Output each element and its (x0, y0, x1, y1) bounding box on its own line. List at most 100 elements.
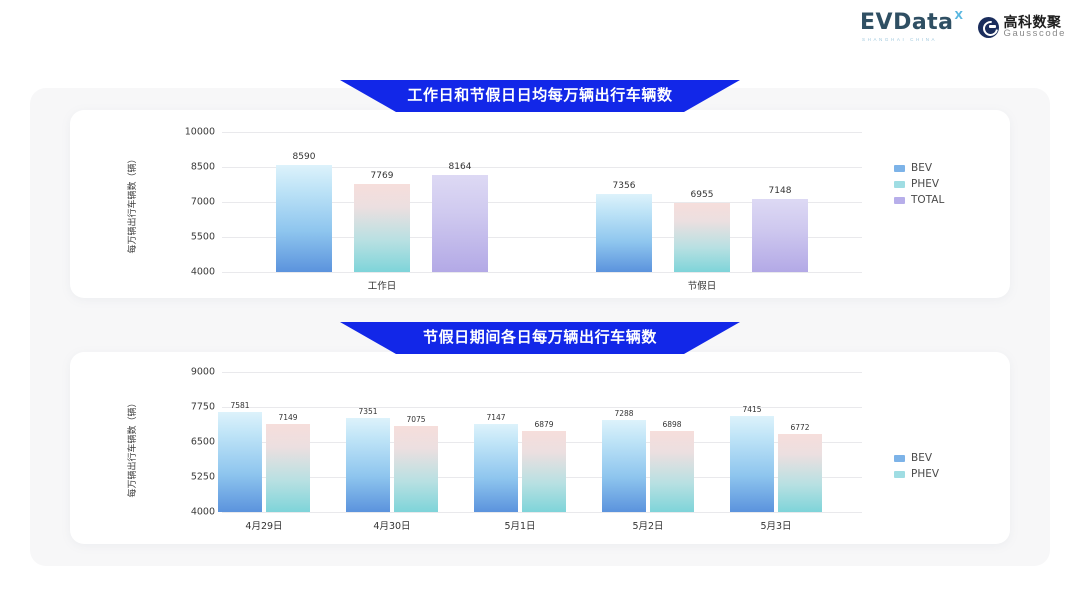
gausscode-name-cn: 高科数聚 (1003, 13, 1062, 30)
evdata-logo-data: Data (893, 10, 954, 35)
chart2-legend: BEV PHEV (894, 452, 939, 480)
bar-value-label: 7075 (406, 414, 426, 424)
bar-phev-工作日: 7769 (354, 171, 410, 272)
bar-value-label: 7288 (614, 408, 634, 418)
legend-label: BEV (911, 452, 933, 464)
evdata-logo-ev: EV (860, 10, 894, 35)
chart1-gridline (222, 272, 862, 273)
chart-card-1: 每万辆出行车辆数（辆） 4000 5500 7000 8500 10000 8590 776… (70, 110, 1010, 298)
bar-total-节假日: 7148 (752, 186, 808, 272)
bar-value-label: 6772 (790, 423, 810, 433)
bar-bev-5月2日: 7288 (602, 409, 646, 512)
legend-item-bev[interactable]: BEV (894, 162, 944, 174)
chart-card-2: 每万辆出行车辆数（辆） 4000 5250 6500 7750 9000 7581 7149… (70, 352, 1010, 544)
bar-value-label: 7149 (278, 412, 298, 422)
bar-bev-5月1日: 7147 (474, 413, 518, 512)
bar-bev-工作日: 8590 (276, 152, 332, 272)
bar-value-label: 6898 (662, 419, 682, 429)
bar-phev-4月29日: 7149 (266, 413, 310, 512)
category-label-工作日: 工作日 (367, 281, 397, 292)
category-label-4月30日: 4月30日 (373, 521, 411, 532)
chart-1-title: 工作日和节假日日均每万辆出行车辆数 (407, 86, 673, 104)
chart-2-title: 节假日期间各日每万辆出行车辆数 (422, 328, 657, 346)
chart-2-y-axis-title: 每万辆出行车辆数（辆） (128, 398, 139, 498)
legend-item-phev[interactable]: PHEV (894, 468, 939, 480)
chart1-y-tick-label: 7000 (190, 196, 215, 208)
evdata-logo-wordmark: EV Data X (860, 9, 964, 35)
chart2-y-tick-label: 6500 (190, 436, 215, 448)
chart1-legend: BEV PHEV TOTAL (894, 162, 944, 206)
bar-value-label: 6879 (534, 420, 554, 430)
bar-value-label: 8164 (448, 161, 472, 172)
legend-swatch-phev-icon (894, 180, 905, 188)
legend-label: PHEV (911, 468, 940, 480)
bar-value-label: 7769 (370, 171, 394, 182)
chart-2-title-ribbon: 节假日期间各日每万辆出行车辆数 (340, 322, 740, 354)
category-label-节假日: 节假日 (687, 281, 717, 292)
category-label-5月2日: 5月2日 (632, 521, 664, 532)
evdata-logo: EV Data X SHANGHAI CHINA (860, 9, 964, 42)
bar-value-label: 7356 (612, 180, 636, 191)
legend-label: BEV (911, 162, 933, 174)
chart1-y-tick-label: 5500 (190, 231, 215, 243)
legend-swatch-total-icon (894, 196, 905, 204)
chart1-gridline (222, 237, 862, 238)
legend-label: TOTAL (911, 194, 945, 206)
chart1-y-tick-label: 10000 (184, 126, 215, 138)
bar-phev-5月1日: 6879 (522, 420, 566, 512)
chart2-y-tick-label: 7750 (190, 401, 215, 413)
chart-1: 每万辆出行车辆数（辆） 4000 5500 7000 8500 10000 8590 776… (70, 110, 1010, 298)
bar-value-label: 7148 (768, 185, 792, 196)
chart2-plot-area: 4000 5250 6500 7750 9000 7581 7149 4月29日 7351 707… (191, 367, 862, 532)
bar-phev-4月30日: 7075 (394, 415, 438, 512)
gausscode-logo: 高科数聚 Gausscode (977, 13, 1066, 40)
chart1-gridline (222, 202, 862, 203)
legend-swatch-bev-icon (894, 164, 905, 172)
bar-bev-节假日: 7356 (596, 181, 652, 272)
chart1-gridline (222, 132, 862, 133)
chart2-gridline (222, 512, 862, 513)
gausscode-mark-icon (977, 16, 999, 38)
chart1-y-tick-label: 8500 (190, 161, 215, 173)
evdata-logo-subtitle: SHANGHAI CHINA (862, 37, 938, 42)
legend-swatch-phev-icon (894, 470, 905, 478)
bar-value-label: 7581 (230, 400, 250, 410)
bar-value-label: 6955 (690, 190, 714, 201)
gausscode-wordmark: 高科数聚 Gausscode (1003, 13, 1066, 40)
chart1-plot-area: 4000 5500 7000 8500 10000 8590 7769 8164 工作日 7356… (185, 127, 862, 292)
legend-item-bev[interactable]: BEV (894, 452, 939, 464)
evdata-logo-x: X (954, 9, 964, 22)
chart2-gridline (222, 372, 862, 373)
category-label-5月1日: 5月1日 (504, 521, 536, 532)
legend-item-total[interactable]: TOTAL (894, 194, 944, 206)
bar-value-label: 7351 (358, 407, 378, 417)
legend-label: PHEV (911, 178, 940, 190)
chart-1-y-axis-title: 每万辆出行车辆数（辆） (128, 154, 139, 254)
chart-2: 每万辆出行车辆数（辆） 4000 5250 6500 7750 9000 7581 7149… (70, 352, 1010, 544)
bar-bev-4月29日: 7581 (218, 401, 262, 512)
bar-phev-5月3日: 6772 (778, 423, 822, 512)
legend-item-phev[interactable]: PHEV (894, 178, 944, 190)
bar-phev-5月2日: 6898 (650, 420, 694, 512)
bar-value-label: 8590 (292, 151, 316, 162)
chart2-gridline (222, 407, 862, 408)
category-label-4月29日: 4月29日 (245, 521, 283, 532)
charts-panel: 每万辆出行车辆数（辆） 4000 5500 7000 8500 10000 8590 776… (30, 88, 1050, 566)
bar-phev-节假日: 6955 (674, 190, 730, 272)
bar-bev-5月3日: 7415 (730, 405, 774, 512)
category-label-5月3日: 5月3日 (760, 521, 792, 532)
brand-header: EV Data X SHANGHAI CHINA 高科数聚 Gausscode (860, 9, 1066, 42)
gausscode-name-en: Gausscode (1003, 28, 1066, 40)
bar-value-label: 7147 (486, 412, 506, 422)
bar-value-label: 7415 (742, 405, 762, 415)
bar-bev-4月30日: 7351 (346, 407, 390, 512)
chart1-y-tick-label: 4000 (190, 266, 215, 278)
legend-swatch-bev-icon (894, 454, 905, 462)
chart-1-title-ribbon: 工作日和节假日日均每万辆出行车辆数 (340, 80, 740, 112)
bar-total-工作日: 8164 (432, 162, 488, 272)
chart2-y-tick-label: 9000 (190, 366, 215, 378)
chart2-y-tick-label: 4000 (190, 506, 215, 518)
chart2-y-tick-label: 5250 (190, 471, 215, 483)
chart1-gridline (222, 167, 862, 168)
